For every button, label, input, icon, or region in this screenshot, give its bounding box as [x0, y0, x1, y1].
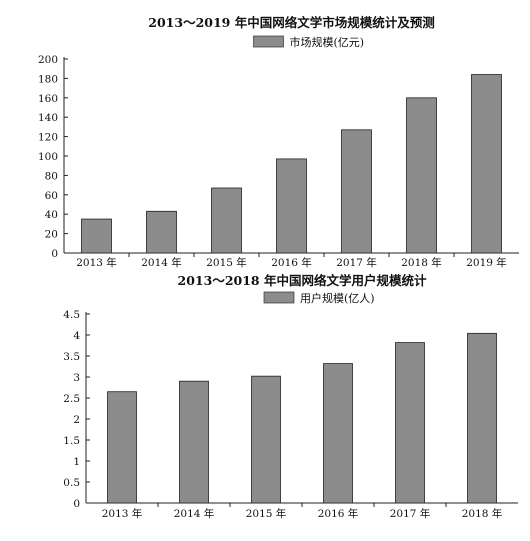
- chart2-bar: [251, 375, 281, 504]
- chart1-x-tick-label: 2018 年: [401, 256, 442, 269]
- chart2-y-tick-label: 2: [73, 414, 80, 426]
- chart2-bar: [323, 363, 353, 504]
- chart1-y-tick-label: 200: [38, 54, 58, 66]
- chart2-bar: [467, 332, 497, 504]
- chart2-y-tick-label: 1.5: [63, 435, 80, 447]
- chart2-y-tick-label: 3: [73, 372, 80, 384]
- chart2-legend-label: 用户规模(亿人): [300, 291, 375, 305]
- chart1-bar: [211, 187, 242, 254]
- chart2-y-tick-label: 4.5: [63, 309, 80, 321]
- chart1-y-tick-label: 160: [38, 93, 58, 105]
- chart1-x-tick-label: 2015 年: [206, 256, 247, 269]
- chart2-bar: [179, 380, 209, 504]
- chart2-y-tick-label: 3.5: [63, 351, 80, 363]
- chart1-x-tick-label: 2014 年: [141, 256, 182, 269]
- chart2-x-tick-label: 2013 年: [102, 507, 143, 520]
- chart1-bar: [341, 129, 372, 254]
- chart2-y-tick-label: 0: [73, 498, 80, 510]
- chart2-legend-swatch: [263, 291, 295, 304]
- chart1-y-tick-label: 80: [45, 170, 58, 182]
- chart1-y-tick-label: 100: [38, 151, 58, 163]
- chart1-y-tick-label: 0: [51, 248, 58, 260]
- chart1-bar: [471, 74, 502, 254]
- chart1-y-tick-label: 40: [45, 209, 58, 221]
- chart2-y-tick-label: 1: [73, 456, 80, 468]
- chart2-bar: [107, 391, 137, 504]
- chart2-x-tick-label: 2018 年: [462, 507, 503, 520]
- chart2-x-tick-label: 2017 年: [390, 507, 431, 520]
- chart1-title: 2013～2019 年中国网络文学市场规模统计及预测: [148, 15, 434, 30]
- chart1-legend-label: 市场规模(亿元): [290, 35, 365, 49]
- chart1-bar: [276, 158, 307, 254]
- chart1-x-tick-label: 2019 年: [466, 256, 507, 269]
- chart2-title: 2013～2018 年中国网络文学用户规模统计: [178, 273, 427, 288]
- chart1-bar: [81, 218, 112, 254]
- chart1-y-tick-label: 120: [38, 132, 58, 144]
- chart2-x-tick-label: 2015 年: [246, 507, 287, 520]
- chart1-bar: [406, 97, 437, 254]
- chart1-x-tick-label: 2017 年: [336, 256, 377, 269]
- chart1-y-tick-label: 20: [45, 229, 58, 241]
- chart1-x-tick-label: 2016 年: [271, 256, 312, 269]
- chart1-y-tick-label: 60: [45, 190, 58, 202]
- chart1-y-tick-label: 180: [38, 73, 58, 85]
- chart1-x-tick-label: 2013 年: [76, 256, 117, 269]
- chart1-legend-swatch: [253, 35, 284, 48]
- chart2-y-tick-label: 4: [73, 330, 80, 342]
- chart2-x-tick-label: 2014 年: [174, 507, 215, 520]
- chart2-x-tick-label: 2016 年: [318, 507, 359, 520]
- chart1-y-tick-label: 140: [38, 112, 58, 124]
- chart2-y-tick-label: 2.5: [63, 393, 80, 405]
- chart2-y-tick-label: 0.5: [63, 477, 80, 489]
- chart1-bar: [146, 210, 177, 254]
- chart2-bar: [395, 342, 425, 504]
